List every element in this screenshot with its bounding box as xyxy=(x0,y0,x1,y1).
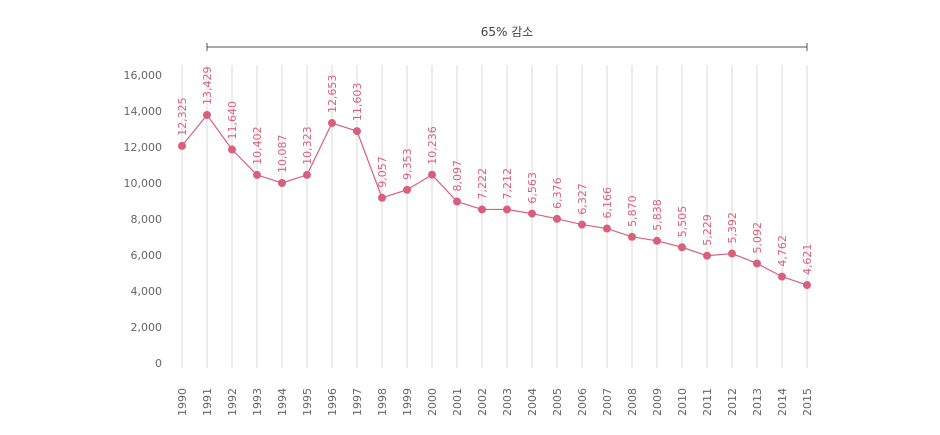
series-line xyxy=(181,113,808,286)
data-label-2007: 6,166 xyxy=(601,187,614,219)
x-tick-label-2000: 2000 xyxy=(426,388,439,416)
data-label-2010: 5,505 xyxy=(676,206,689,238)
data-points-layer xyxy=(178,110,811,290)
x-tick-label-2015: 2015 xyxy=(801,388,814,416)
y-tick-label: 8,000 xyxy=(131,213,163,226)
data-label-1995: 10,323 xyxy=(301,126,314,165)
data-point-2006 xyxy=(578,220,586,229)
data-point-1992 xyxy=(228,145,236,154)
y-tick-label: 2,000 xyxy=(131,321,163,334)
x-tick-label-1993: 1993 xyxy=(251,388,264,416)
x-tick-label-2001: 2001 xyxy=(451,388,464,416)
data-label-2014: 4,762 xyxy=(776,235,789,267)
series-line-layer xyxy=(181,113,808,286)
data-point-2011 xyxy=(703,251,711,260)
data-label-2015: 4,621 xyxy=(801,244,814,276)
x-tick-label-1995: 1995 xyxy=(301,388,314,416)
x-tick-label-2007: 2007 xyxy=(601,388,614,416)
x-tick-label-2002: 2002 xyxy=(476,388,489,416)
data-label-2003: 7,212 xyxy=(501,168,514,200)
data-point-2009 xyxy=(653,236,661,245)
data-point-2007 xyxy=(603,224,611,233)
x-tick-label-1990: 1990 xyxy=(176,388,189,416)
data-label-1996: 12,653 xyxy=(326,75,339,114)
data-point-2002 xyxy=(478,205,486,214)
x-tick-label-1996: 1996 xyxy=(326,388,339,416)
x-tick-label-1997: 1997 xyxy=(351,388,364,416)
x-tick-label-1992: 1992 xyxy=(226,388,239,416)
data-label-1993: 10,402 xyxy=(251,126,264,165)
x-tick-label-2006: 2006 xyxy=(576,388,589,416)
data-point-1999 xyxy=(403,185,411,194)
data-label-2013: 5,092 xyxy=(751,222,764,254)
data-label-2000: 10,236 xyxy=(426,126,439,165)
x-tick-label-2012: 2012 xyxy=(726,388,739,416)
data-label-2001: 8,097 xyxy=(451,160,464,192)
reduction-annotation: 65% 감소 xyxy=(206,25,808,51)
y-axis: 0 2,000 4,000 6,000 8,000 10,000 12,000 14,000 1… xyxy=(124,69,163,370)
data-point-2013 xyxy=(753,259,761,268)
data-point-2008 xyxy=(628,232,636,241)
annotation-label: 65% 감소 xyxy=(481,25,534,39)
data-point-1995 xyxy=(303,170,311,179)
y-tick-label: 6,000 xyxy=(131,249,163,262)
data-label-2005: 6,376 xyxy=(551,177,564,209)
data-label-2012: 5,392 xyxy=(726,212,739,244)
x-tick-label-2009: 2009 xyxy=(651,388,664,416)
data-point-1994 xyxy=(278,179,286,187)
x-tick-label-2011: 2011 xyxy=(701,388,714,416)
data-labels-layer: 12,325 13,429 11,640 10,402 10,087 10,323 12,6… xyxy=(176,66,814,275)
x-tick-label-2005: 2005 xyxy=(551,388,564,416)
data-point-2000 xyxy=(428,170,436,179)
x-tick-label-1991: 1991 xyxy=(201,388,214,416)
data-point-2012 xyxy=(728,249,736,258)
data-point-2004 xyxy=(528,209,536,218)
data-label-2009: 5,838 xyxy=(651,199,664,231)
data-point-1996 xyxy=(328,119,336,128)
x-tick-label-2004: 2004 xyxy=(526,388,539,416)
data-label-2006: 6,327 xyxy=(576,183,589,215)
data-label-1998: 9,057 xyxy=(376,156,389,188)
x-tick-label-2003: 2003 xyxy=(501,388,514,416)
data-label-1997: 11,603 xyxy=(351,83,364,122)
x-axis: 1990 1991 1992 1993 1994 1995 1996 1997 1998 1999… xyxy=(176,388,814,416)
data-point-1998 xyxy=(378,193,386,202)
data-point-2014 xyxy=(778,272,786,281)
data-label-1992: 11,640 xyxy=(226,101,239,140)
data-label-2011: 5,229 xyxy=(701,214,714,246)
data-point-2003 xyxy=(503,205,511,214)
x-tick-label-1998: 1998 xyxy=(376,388,389,416)
data-label-2002: 7,222 xyxy=(476,168,489,200)
x-tick-label-2014: 2014 xyxy=(776,388,789,416)
y-tick-label: 14,000 xyxy=(124,105,163,118)
data-point-1991 xyxy=(203,110,211,119)
x-tick-label-2008: 2008 xyxy=(626,388,639,416)
data-point-1990 xyxy=(178,141,186,150)
data-point-2001 xyxy=(453,197,461,206)
grid-layer xyxy=(181,65,808,368)
data-label-1991: 13,429 xyxy=(201,66,214,105)
x-tick-label-1994: 1994 xyxy=(276,388,289,416)
data-label-1990: 12,325 xyxy=(176,97,189,136)
data-label-2008: 5,870 xyxy=(626,195,639,227)
y-tick-label: 4,000 xyxy=(131,285,163,298)
data-label-2004: 6,563 xyxy=(526,172,539,204)
data-point-2005 xyxy=(553,214,561,223)
y-tick-label: 16,000 xyxy=(124,69,163,82)
data-point-2010 xyxy=(678,243,686,252)
y-tick-label: 12,000 xyxy=(124,141,163,154)
data-point-1997 xyxy=(353,127,361,136)
x-tick-label-1999: 1999 xyxy=(401,388,414,416)
x-tick-label-2013: 2013 xyxy=(751,388,764,416)
data-point-2015 xyxy=(803,281,811,290)
x-tick-label-2010: 2010 xyxy=(676,388,689,416)
data-point-1993 xyxy=(253,170,261,179)
data-label-1994: 10,087 xyxy=(276,135,289,174)
data-label-1999: 9,353 xyxy=(401,148,414,180)
y-tick-label: 0 xyxy=(155,357,162,370)
y-tick-label: 10,000 xyxy=(124,177,163,190)
